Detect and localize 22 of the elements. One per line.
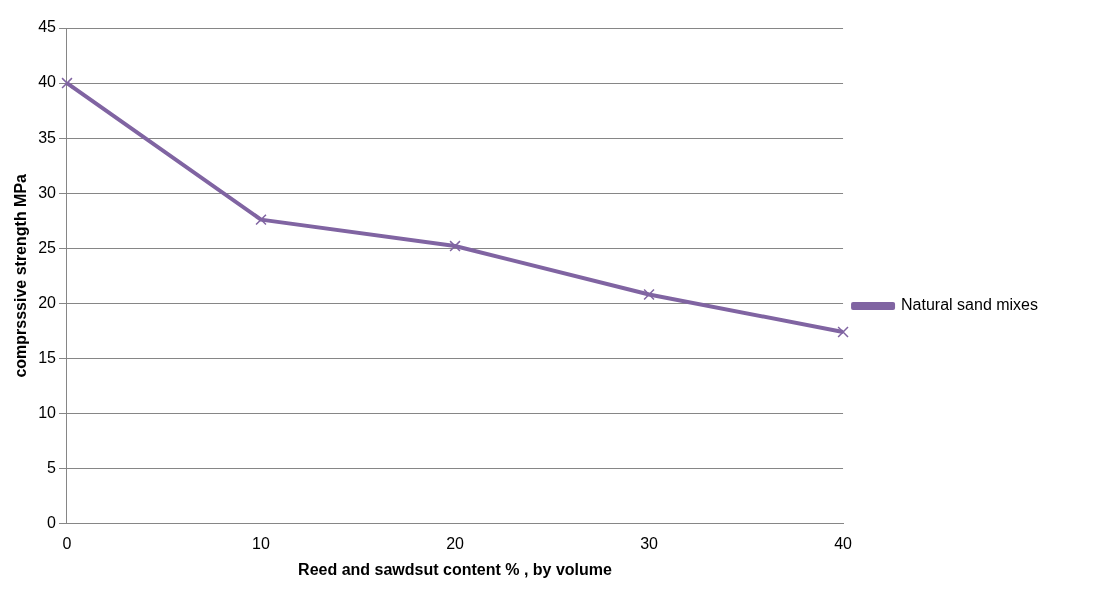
y-tick-label: 10 [38,403,57,421]
point [643,288,655,301]
y-tick-label: 5 [47,458,57,476]
y-tick-label: 40 [38,73,57,91]
point [837,326,849,338]
x-tick-label: 0 [62,534,72,552]
x-tick-label: 40 [834,534,853,552]
x-tick-label: 10 [252,534,271,552]
point [255,213,267,226]
y-tick-label: 0 [47,514,57,532]
x-tick-label: 20 [446,534,465,552]
y-tick-label: 45 [38,18,57,36]
y-tick-label: 25 [38,238,57,256]
x-tick-label: 30 [640,534,659,552]
y-tick-label: 20 [38,293,57,311]
point [449,240,461,252]
y-tick-label: 30 [38,183,57,201]
y-tick-label: 15 [38,348,57,366]
y-axis-title: comprsssive strength MPa [12,173,30,378]
legend-label: Natural sand mixes [901,296,1039,314]
x-axis-title: Reed and sawdsut content % , by volume [298,560,613,578]
y-tick-label: 35 [38,128,57,146]
